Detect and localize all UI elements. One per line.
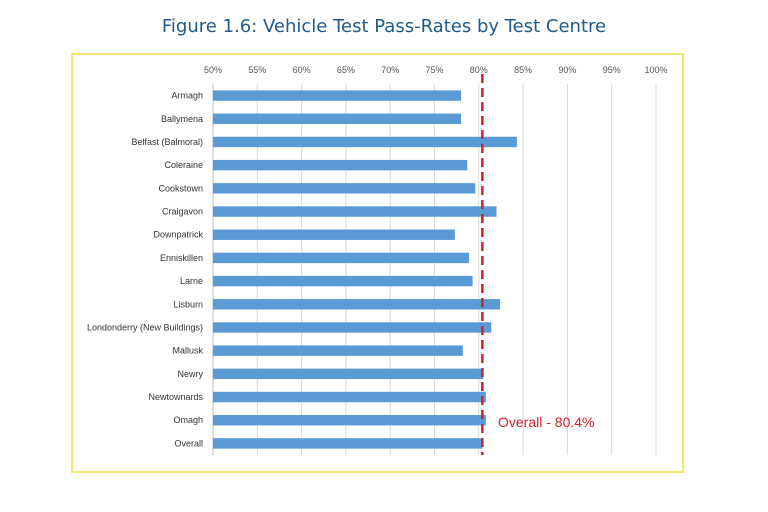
category-label: Belfast (Balmoral): [131, 137, 203, 147]
category-label: Newtownards: [148, 392, 203, 402]
x-tick-label: 55%: [248, 65, 266, 75]
category-label: Enniskillen: [160, 253, 203, 263]
bar: [213, 368, 484, 380]
bar: [213, 275, 473, 287]
category-label: Newry: [177, 369, 203, 379]
bar: [213, 345, 463, 356]
bar: [213, 229, 455, 240]
bar: [213, 415, 486, 426]
bar: [213, 159, 468, 171]
category-label: Larne: [180, 276, 203, 286]
x-tick-label: 90%: [558, 65, 576, 75]
category-label: Downpatrick: [153, 230, 203, 240]
bar: [213, 299, 501, 310]
category-label: Mallusk: [172, 346, 203, 356]
x-tick-label: 100%: [644, 65, 667, 75]
bar: [213, 322, 492, 333]
category-label: Londonderry (New Buildings): [87, 322, 203, 332]
bar: [213, 391, 486, 403]
bar: [213, 136, 517, 148]
x-tick-label: 95%: [603, 65, 621, 75]
x-tick-label: 50%: [204, 65, 222, 75]
bar: [213, 90, 462, 101]
category-label: Armagh: [171, 91, 203, 101]
bar: [213, 113, 462, 124]
x-tick-label: 85%: [514, 65, 532, 75]
category-label: Coleraine: [164, 160, 203, 170]
bar: [213, 252, 470, 264]
category-label: Ballymena: [161, 114, 203, 124]
x-tick-label: 75%: [425, 65, 443, 75]
bar: [213, 438, 483, 449]
category-label: Cookstown: [158, 183, 203, 193]
x-tick-label: 65%: [337, 65, 355, 75]
overall-annotation: Overall - 80.4%: [498, 414, 594, 430]
x-tick-label: 70%: [381, 65, 399, 75]
category-label: Lisburn: [173, 299, 203, 309]
chart-title: Figure 1.6: Vehicle Test Pass-Rates by T…: [161, 16, 607, 37]
category-label: Omagh: [173, 415, 203, 425]
bar: [213, 183, 476, 194]
x-tick-label: 60%: [293, 65, 311, 75]
x-tick-label: 80%: [470, 65, 488, 75]
bar: [213, 206, 497, 217]
category-label: Overall: [174, 438, 203, 448]
category-label: Craigavon: [162, 207, 203, 217]
